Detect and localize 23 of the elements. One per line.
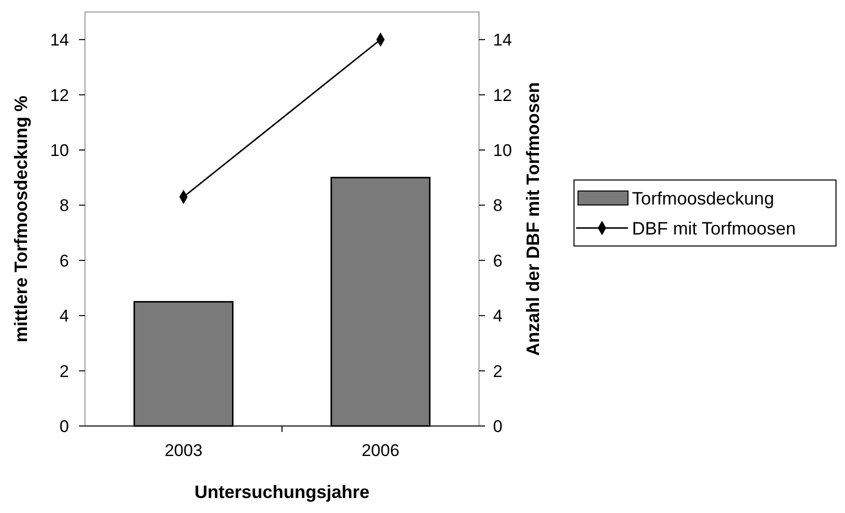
y-tick-label: 6 — [60, 251, 69, 270]
y2-tick-label: 4 — [493, 306, 502, 326]
y-tick-label: 0 — [60, 416, 69, 436]
y2-tick-label: 6 — [493, 251, 502, 270]
y-tick-label: 14 — [50, 30, 69, 50]
x-axis-title: Untersuchungsjahre — [194, 482, 370, 502]
y2-axis-title: Anzahl der DBF mit Torfmoosen — [523, 82, 543, 356]
y2-tick-label: 10 — [493, 140, 512, 160]
legend-label: Torfmoosdeckung — [632, 188, 774, 208]
legend-label: DBF mit Torfmoosen — [632, 218, 796, 238]
y2-tick-label: 2 — [493, 362, 502, 381]
y-tick-label: 2 — [60, 362, 69, 381]
y-tick-label: 12 — [50, 86, 69, 105]
x-tick-label: 2003 — [164, 441, 202, 460]
y-tick-label: 4 — [60, 306, 69, 326]
y2-tick-label: 12 — [493, 86, 512, 105]
y2-tick-label: 0 — [493, 416, 502, 436]
y2-tick-label: 14 — [493, 30, 512, 50]
y-tick-label: 10 — [50, 140, 69, 160]
y-tick-label: 8 — [60, 196, 69, 216]
x-tick-label: 2006 — [362, 441, 400, 460]
y-axis-title: mittlere Torfmoosdeckung % — [11, 96, 31, 342]
y2-tick-label: 8 — [493, 196, 502, 216]
